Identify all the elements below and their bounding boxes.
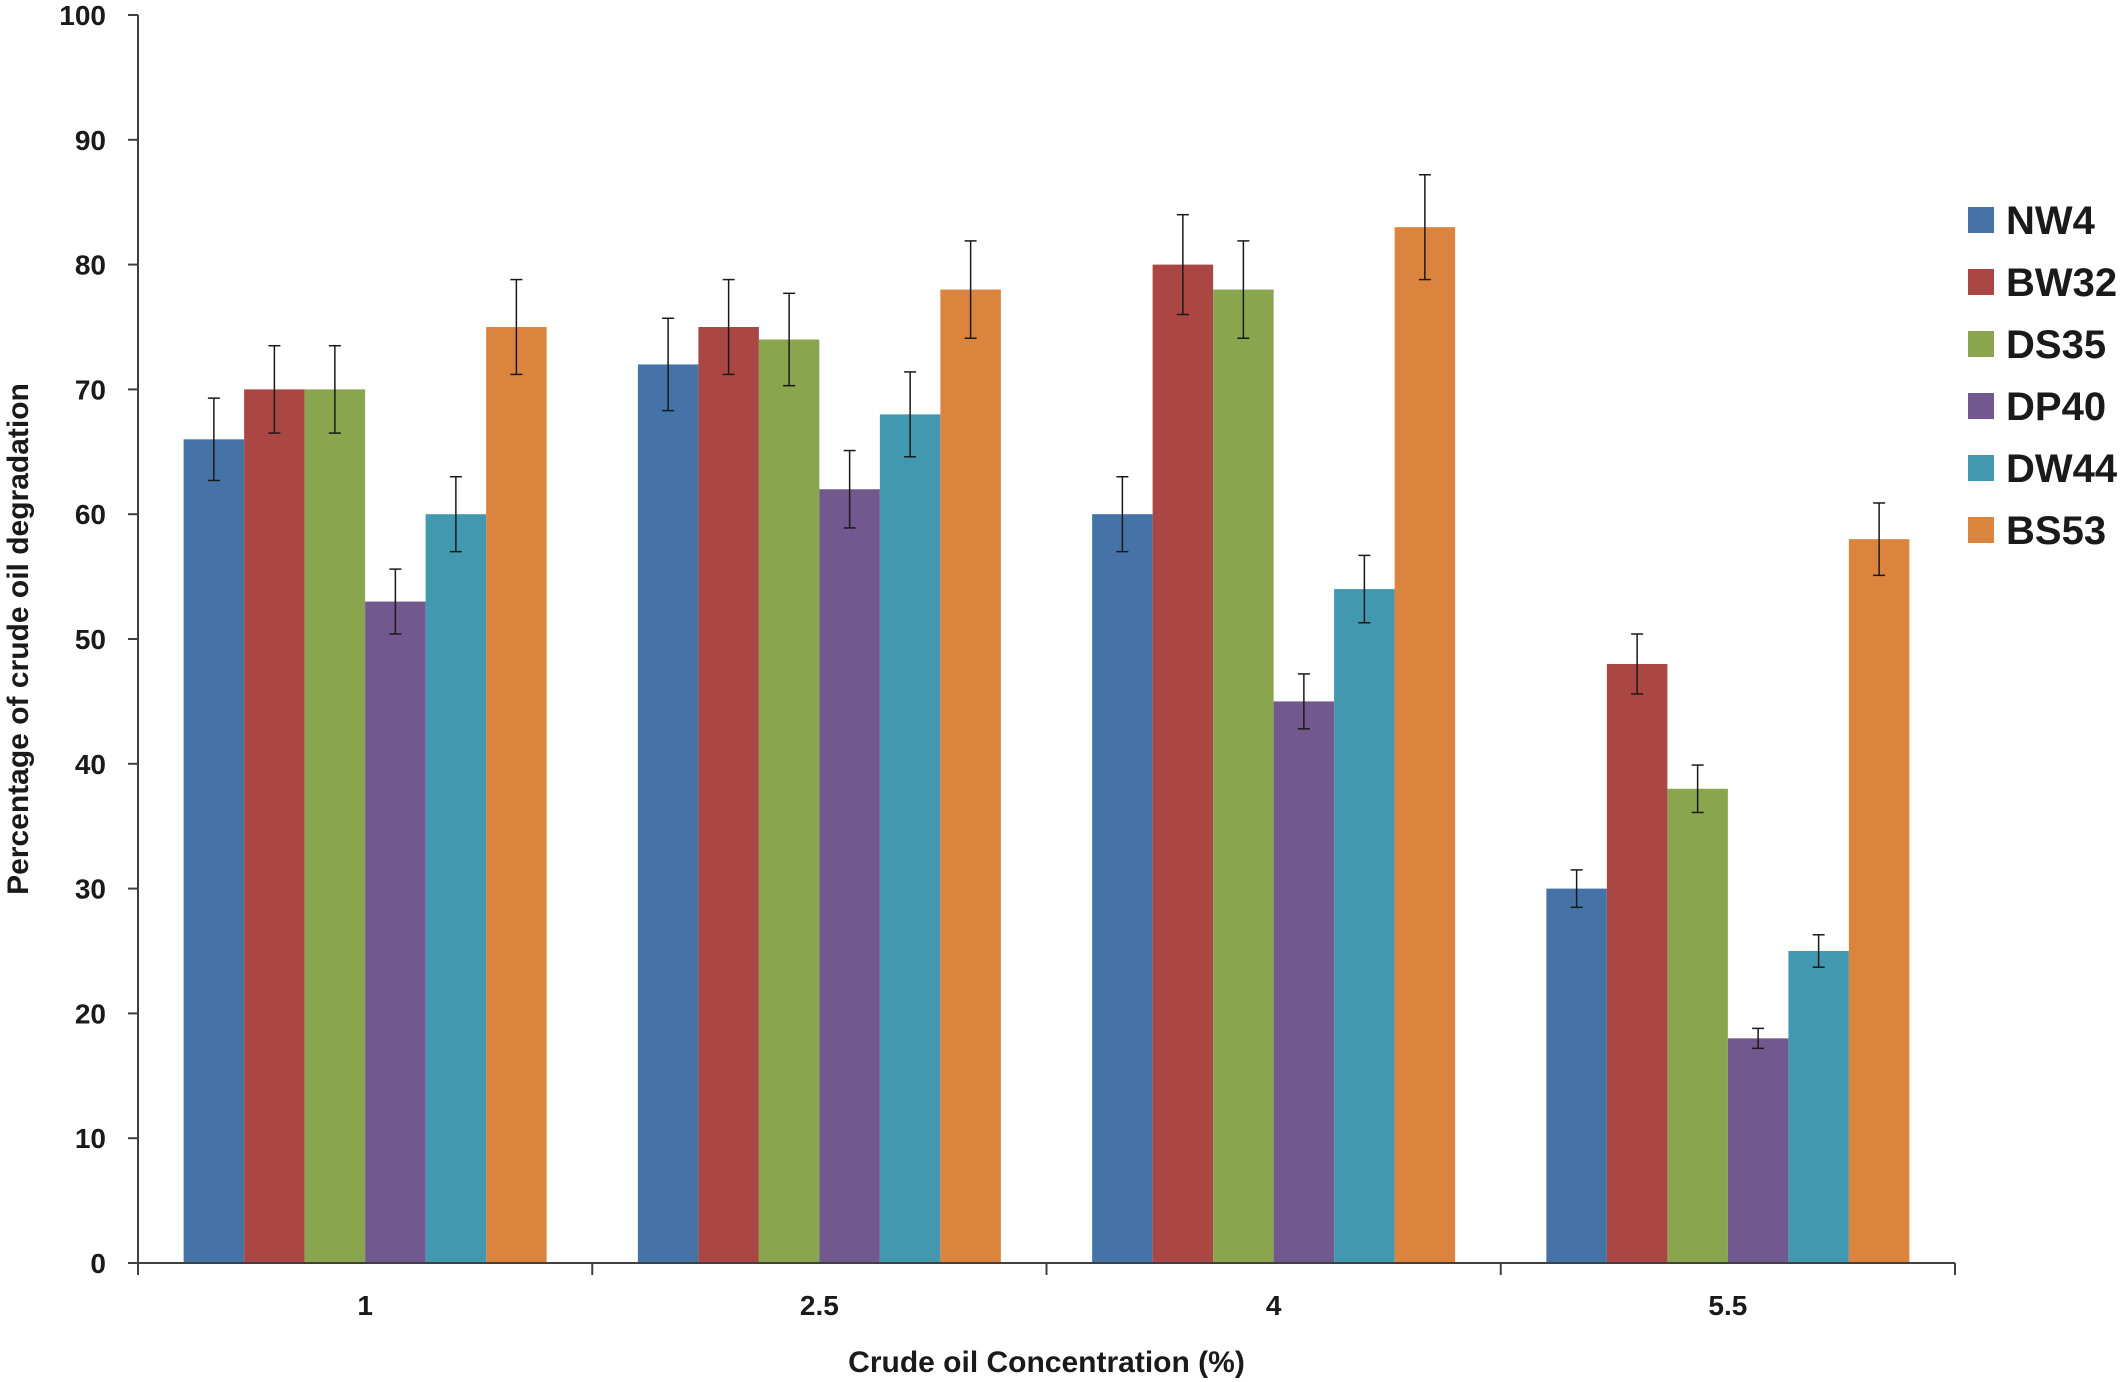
bar-dw44-1 [425,514,487,1263]
y-tick-label: 80 [75,250,106,281]
error-bar [1752,1027,1765,1050]
error-bar [1631,633,1644,695]
bar-bw32-2.5 [698,327,759,1263]
legend: NW4 BW32 DS35 DP40 DW44 BS53 [1968,199,2118,553]
legend-label: DP40 [2006,385,2106,429]
bar-dp40-2.5 [819,489,880,1263]
bar-nw4-1 [183,439,245,1263]
x-tick-label: 1 [357,1290,373,1321]
legend-swatch [1968,331,1994,357]
error-bar [904,371,917,458]
error-bar [449,476,462,553]
error-bar [1116,476,1129,553]
error-bar [328,344,341,434]
bar-dw44-2.5 [879,414,941,1263]
error-bar [268,344,281,434]
x-tick-label: 4 [1266,1290,1282,1321]
error-bar [964,240,977,339]
legend-swatch [1968,207,1994,233]
error-bar [1358,554,1371,624]
error-bar [389,568,402,635]
error-bar [207,397,220,482]
legend-label: NW4 [2006,199,2096,243]
legend-item-dp40: DP40 [1968,385,2106,429]
error-bar [662,317,675,412]
bar-bs53-4 [1394,227,1456,1263]
error-bar [1691,764,1704,814]
y-tick-label: 30 [75,874,106,905]
bar-ds35-5.5 [1667,788,1728,1263]
bar-bw32-5.5 [1606,663,1668,1263]
y-axis-ticks: 0 10 20 30 40 50 60 70 80 90 100 [59,0,138,1279]
bar-bw32-4 [1152,264,1214,1264]
bar-nw4-2.5 [637,364,699,1263]
bar-ds35-4 [1213,289,1274,1263]
legend-label: DW44 [2006,447,2118,491]
error-bar [510,278,523,376]
error-bar [1570,869,1583,909]
bar-dw44-5.5 [1788,951,1849,1263]
y-tick-label: 70 [75,374,106,405]
bar-bs53-1 [486,327,547,1263]
error-bar [722,278,735,376]
bar-dp40-4 [1273,701,1335,1263]
y-tick-label: 40 [75,749,106,780]
error-bar [1297,673,1310,730]
error-bar [1176,213,1189,316]
legend-item-bs53: BS53 [1968,509,2106,553]
bar-dw44-4 [1334,589,1395,1263]
error-bar [1812,934,1825,968]
legend-item-ds35: DS35 [1968,323,2106,367]
x-tick-label: 2.5 [800,1290,839,1321]
bar-nw4-5.5 [1546,888,1607,1263]
bar-dp40-1 [365,601,426,1263]
legend-item-bw32: BW32 [1968,261,2117,305]
legend-swatch [1968,517,1994,543]
bar-bw32-1 [244,389,305,1263]
bar-dp40-5.5 [1727,1038,1789,1263]
y-axis-title: Percentage of crude oil degradation [2,383,35,895]
y-tick-label: 50 [75,624,106,655]
bars [183,227,1910,1264]
legend-label: BW32 [2006,261,2117,305]
x-axis-ticks: 1 2.5 4 5.5 [137,1263,1956,1321]
x-tick-label: 5.5 [1708,1290,1747,1321]
y-tick-label: 20 [75,998,106,1029]
bar-bs53-2.5 [940,289,1001,1263]
error-bars [207,173,1886,1050]
legend-swatch [1968,455,1994,481]
y-tick-label: 60 [75,499,106,530]
legend-label: BS53 [2006,509,2106,553]
bar-bs53-5.5 [1848,539,1910,1263]
y-tick-label: 90 [75,125,106,156]
legend-item-dw44: DW44 [1968,447,2118,491]
error-bar [1237,240,1250,339]
legend-item-nw4: NW4 [1968,199,2096,243]
bar-ds35-2.5 [758,339,820,1264]
bar-nw4-4 [1092,514,1153,1263]
bar-ds35-1 [304,389,366,1263]
legend-swatch [1968,269,1994,295]
y-tick-label: 0 [90,1248,106,1279]
legend-label: DS35 [2006,323,2106,367]
y-tick-label: 10 [75,1123,106,1154]
legend-swatch [1968,393,1994,419]
x-axis-title: Crude oil Concentration (%) [848,1346,1245,1379]
error-bar [843,449,856,529]
error-bar [1418,173,1431,281]
error-bar [1873,502,1886,577]
error-bar [783,292,796,387]
y-tick-label: 100 [59,0,106,31]
